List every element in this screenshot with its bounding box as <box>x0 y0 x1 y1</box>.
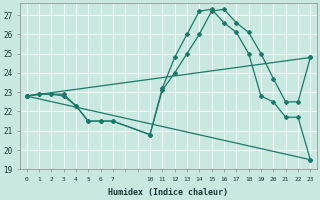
X-axis label: Humidex (Indice chaleur): Humidex (Indice chaleur) <box>108 188 228 197</box>
